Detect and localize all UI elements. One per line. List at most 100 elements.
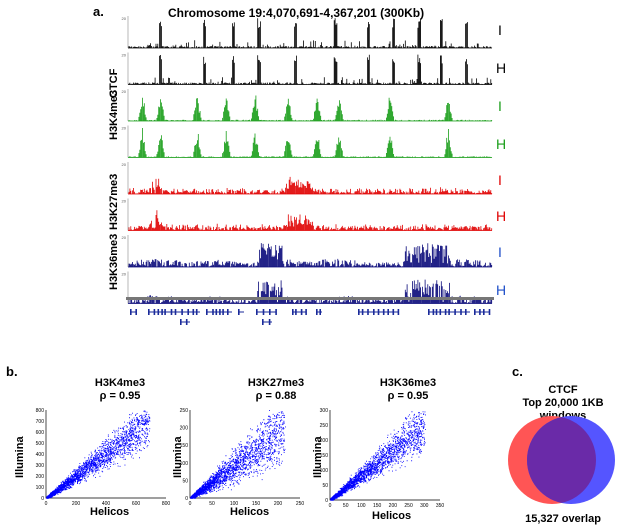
scatter-2-rho: ρ = 0.88 — [255, 390, 297, 402]
track-tag-h3k27me3-i: I — [498, 172, 502, 188]
scatter-3-xtick: 50 — [343, 503, 349, 509]
scatter-2-axes — [189, 410, 300, 499]
scatter-3-xtick: 0 — [329, 503, 332, 509]
gene-exon — [185, 319, 188, 325]
gene-exon — [161, 309, 163, 315]
gene-exon — [428, 309, 430, 315]
gene-exon — [305, 309, 307, 315]
track-tag-h3k36me3-i: I — [498, 244, 502, 260]
gene-exon — [195, 309, 198, 315]
track-tag-h3k36me3-h: H — [496, 282, 507, 298]
gene-exon — [206, 309, 208, 315]
signal-h3k27me3-i — [128, 176, 493, 194]
gene-exon — [439, 309, 442, 315]
track-ymax-label: 20 — [122, 53, 127, 58]
track-tag-h3k27me3-h: H — [496, 208, 507, 224]
gene-exon — [148, 309, 150, 315]
gene-exon — [367, 309, 369, 315]
gene-exon — [488, 309, 491, 315]
gene-exon — [444, 309, 447, 315]
scatter-1-axes — [45, 410, 166, 499]
scatter-3-xtick: 200 — [389, 503, 398, 509]
gene-exon — [358, 309, 360, 315]
gene-exon — [153, 309, 156, 315]
scatter-3-ytick: 250 — [320, 423, 329, 429]
scatter-1-rho: ρ = 0.95 — [99, 390, 141, 402]
gene-exon — [269, 309, 271, 315]
gene-exon — [219, 309, 221, 315]
gene-annotation-track — [130, 309, 491, 325]
gene-exon — [448, 309, 450, 315]
gene-exon — [392, 309, 395, 315]
scatter-3-ytick: 50 — [322, 483, 328, 489]
track-ymax-label: 20 — [122, 126, 127, 131]
scatter-1-xtick: 0 — [45, 501, 48, 507]
track-tag-h3k4me3-i: I — [498, 98, 502, 114]
gene-exon — [479, 309, 481, 315]
gene-exon — [227, 309, 229, 315]
gene-exon — [256, 309, 258, 315]
scatter-3-ytick: 300 — [320, 408, 329, 414]
signal-ctcf-i — [128, 18, 493, 48]
gene-exon — [181, 309, 183, 315]
gene-exon — [130, 309, 132, 315]
gene-exon — [295, 309, 297, 315]
scatter-2-points — [190, 410, 286, 499]
gene-exon — [174, 309, 177, 315]
track-ymax-label: 20 — [122, 162, 127, 167]
gene-exon — [483, 309, 485, 315]
panel-b-letter: b. — [6, 364, 18, 379]
scatter-1-title-block: H3K4me3 ρ = 0.95 — [40, 377, 200, 403]
scatter-3-xtick: 100 — [357, 503, 366, 509]
gene-exon — [397, 309, 400, 315]
scatter-2-xlabel: Helicos — [230, 506, 270, 518]
venn-diagram — [508, 416, 615, 504]
signal-h3k4me3-h — [128, 128, 493, 158]
panel-c-letter: c. — [512, 364, 523, 379]
scatter-1-xtick: 200 — [72, 501, 81, 507]
gene-exon — [319, 309, 321, 315]
scatter-3-xtick: 350 — [436, 503, 445, 509]
scatter-1-ytick: 200 — [36, 474, 45, 480]
gene-exon — [268, 319, 271, 325]
gene-exon — [432, 309, 435, 315]
gene-exon — [215, 309, 218, 315]
gene-exon — [275, 309, 277, 315]
scatter-1-xtick: 800 — [162, 501, 171, 507]
scatter-3-points — [330, 411, 426, 501]
scatter-2-xtick: 50 — [209, 501, 215, 507]
scatter-3-ytick: 200 — [320, 438, 329, 444]
track-ymax-label: 20 — [122, 199, 127, 204]
scatter-3-title-block: H3K36me3 ρ = 0.95 — [328, 377, 488, 403]
scatter-3-rho: ρ = 0.95 — [387, 390, 429, 402]
gene-exon — [135, 309, 137, 315]
gene-exon — [262, 309, 265, 315]
scatter-3-title: H3K36me3 — [379, 377, 437, 389]
signal-h3k36me3-i — [128, 243, 493, 267]
scatter-1-ytick: 700 — [36, 419, 45, 425]
gene-exon — [300, 309, 303, 315]
track-ymax-label: 20 — [122, 235, 127, 240]
scatter-1-xtick: 600 — [132, 501, 141, 507]
gene-exon — [170, 309, 173, 315]
scatter-2-ytick: 0 — [185, 496, 188, 502]
scatter-3-xtick: 300 — [420, 503, 429, 509]
gene-exon — [164, 309, 166, 315]
scatter-3-axes — [329, 410, 440, 501]
scatter-2-ytick: 100 — [180, 461, 189, 467]
scatter-2-ytick: 200 — [180, 426, 189, 432]
scatter-3-xlabel: Helicos — [372, 510, 412, 522]
gene-exon — [262, 319, 264, 325]
panel-a-title: Chromosome 19:4,070,691-4,367,201 (300Kb… — [168, 6, 425, 20]
gene-exon — [222, 309, 224, 315]
coordinate-ruler — [126, 297, 494, 300]
scatter-1-ytick: 400 — [36, 452, 45, 458]
scatter-1-ytick: 100 — [36, 485, 45, 491]
panel-a-letter: a. — [93, 4, 104, 19]
track-tag-ctcf-i: I — [498, 22, 502, 38]
scatter-2-ytick: 250 — [180, 408, 189, 414]
track-ymax-label: 20 — [122, 272, 127, 277]
gene-exon — [316, 309, 318, 315]
gene-exon — [387, 309, 389, 315]
